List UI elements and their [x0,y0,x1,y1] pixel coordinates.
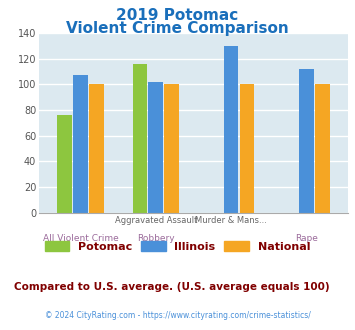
Text: Murder & Mans...: Murder & Mans... [195,216,267,225]
Text: Rape: Rape [295,234,318,243]
Text: Aggravated Assault: Aggravated Assault [115,216,197,225]
Bar [240,84,254,213]
Text: Violent Crime Comparison: Violent Crime Comparison [66,21,289,36]
Bar [315,84,330,213]
Bar [133,64,147,213]
Text: Compared to U.S. average. (U.S. average equals 100): Compared to U.S. average. (U.S. average … [14,282,330,292]
Legend: Potomac, Illinois, National: Potomac, Illinois, National [41,237,314,255]
Text: Robbery: Robbery [137,234,175,243]
Text: © 2024 CityRating.com - https://www.cityrating.com/crime-statistics/: © 2024 CityRating.com - https://www.city… [45,311,310,320]
Bar [299,69,314,213]
Bar [164,84,179,213]
Bar [73,75,88,213]
Bar [89,84,104,213]
Text: 2019 Potomac: 2019 Potomac [116,8,239,23]
Bar [148,82,163,213]
Bar [224,46,239,213]
Text: All Violent Crime: All Violent Crime [43,234,118,243]
Bar [57,115,72,213]
